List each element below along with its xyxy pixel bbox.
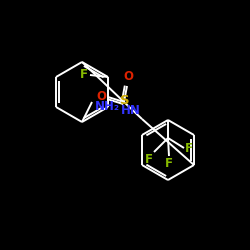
Text: HN: HN xyxy=(121,104,141,117)
Text: F: F xyxy=(185,142,193,154)
Text: F: F xyxy=(80,68,88,82)
Text: F: F xyxy=(165,157,173,170)
Text: S: S xyxy=(120,94,130,108)
Text: O: O xyxy=(123,70,133,83)
Text: NH₂: NH₂ xyxy=(95,100,120,113)
Text: O: O xyxy=(96,90,106,102)
Text: F: F xyxy=(145,153,153,166)
